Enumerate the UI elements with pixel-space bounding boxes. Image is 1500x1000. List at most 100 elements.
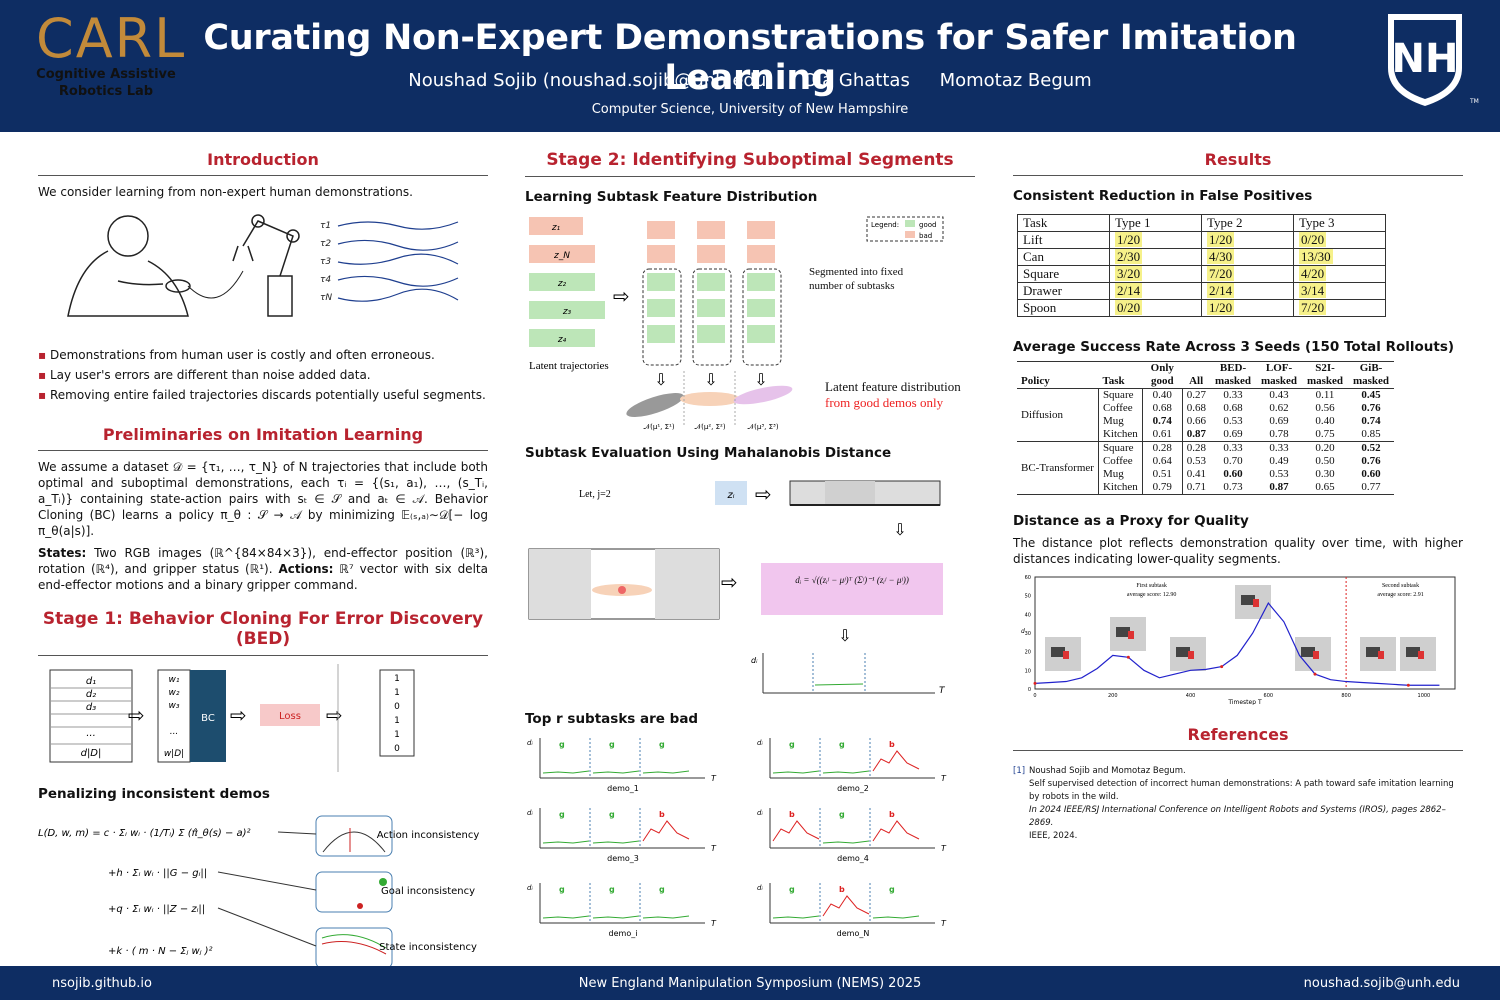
sr-value-cell: 0.77	[1361, 481, 1381, 493]
first-subtask-label: First subtask	[1136, 583, 1167, 589]
robot-arm-sketch	[232, 214, 300, 317]
data-point	[1033, 681, 1037, 685]
traj-label-4: τ4	[320, 275, 331, 285]
intro-illustration: τ1 τ2 τ3 τ4 τN	[67, 214, 459, 317]
robot-thumbnail	[1170, 637, 1206, 671]
logo-text: CARL	[36, 7, 187, 70]
sr-value-cell: 0.69	[1269, 415, 1289, 427]
mahalanobis-equation: dᵢ = √((zᵢʲ − μʲ)ᵀ (Σʲ)⁻¹ (zᵢʲ − μʲ))	[795, 575, 909, 585]
good-segment-line	[772, 770, 820, 774]
gaussian-2	[680, 392, 740, 406]
y-tick-label: 0	[1028, 687, 1031, 693]
fp-value-cell: 1/20	[1201, 299, 1294, 317]
good-tag: g	[659, 740, 665, 749]
out-value: 1	[394, 730, 400, 740]
fp-value: 2/14	[1207, 283, 1235, 298]
unh-letters: NH	[1392, 36, 1459, 82]
demo-panel: g g b Tdᵢ demo_3	[527, 808, 717, 863]
fp-value: 1/20	[1207, 232, 1235, 247]
fp-value-cell: 4/20	[1293, 265, 1386, 283]
bad-segment-line	[872, 820, 920, 842]
fp-value-cell: 1/20	[1201, 231, 1294, 249]
sr-value-cell: 0.45	[1361, 389, 1381, 401]
actions-text: ℝ⁷ vector with six delta end-effector mo…	[38, 562, 488, 592]
axis-t: T	[941, 919, 947, 928]
sr-value-cell: 0.11	[1315, 389, 1335, 401]
fp-row: Spoon 0/20 1/20 7/20	[1017, 299, 1386, 317]
segment-grid	[642, 221, 782, 366]
good-segment-line	[822, 840, 870, 844]
sr-value-cell: 0.30	[1315, 468, 1335, 480]
data-point	[1126, 655, 1130, 659]
footer-email-link[interactable]: noushad.sojib@unh.edu	[1303, 976, 1460, 991]
fp-value: 7/20	[1207, 266, 1235, 281]
column-left: Introduction We consider learning from n…	[38, 150, 488, 987]
arrow	[187, 270, 244, 299]
w-label: ...	[170, 727, 179, 737]
arrow-icon: ⇨	[230, 703, 247, 727]
footer-left-link[interactable]: nsojib.github.io	[52, 976, 152, 991]
good-segment-line	[822, 770, 870, 774]
fp-value-cell: 1/20	[1109, 231, 1202, 249]
sr-row: Kitchen 0.61 0.87 0.69 0.78 0.75 0.85	[1017, 428, 1394, 442]
sr-value-cell: 0.68	[1142, 402, 1183, 415]
intro-bullets: Demonstrations from human user is costly…	[38, 345, 488, 405]
latent-feature-text: Latent feature distribution from good de…	[825, 379, 975, 411]
affiliation: Computer Science, University of New Hamp…	[591, 102, 909, 117]
sr-header: Only good	[1142, 361, 1183, 389]
stage2-title: Stage 2: Identifying Suboptimal Segments	[525, 150, 975, 177]
sr-value-cell: 0.78	[1269, 428, 1289, 440]
fp-row: Can 2/30 4/30 13/30	[1017, 248, 1386, 266]
sr-header: Task	[1098, 361, 1143, 389]
fp-value-cell: 3/20	[1109, 265, 1202, 283]
robot-thumbnail	[1295, 637, 1331, 671]
bad-tag: b	[889, 740, 895, 749]
fp-row: Lift 1/20 1/20 0/20	[1017, 231, 1386, 249]
sr-value-cell: 0.71	[1186, 481, 1207, 493]
good-tag: g	[889, 885, 895, 894]
fp-value: 3/20	[1115, 266, 1143, 281]
good-segment-line	[542, 840, 590, 844]
legend-title: Legend:	[871, 221, 899, 229]
reference-entry: [1] Noushad Sojib and Momotaz Begum. Sel…	[1013, 765, 1463, 843]
bullet-item: Demonstrations from human user is costly…	[38, 345, 488, 365]
x-axis-label: Timestep T	[1227, 699, 1262, 705]
sr-value-cell: 0.69	[1223, 428, 1243, 440]
sr-policy-cell: BC-Transformer	[1017, 441, 1099, 495]
sr-value-cell: 0.20	[1315, 442, 1335, 454]
sr-task-cell: Mug	[1098, 468, 1143, 481]
fp-value-cell: 4/30	[1201, 248, 1294, 266]
d-label: ...	[86, 728, 96, 739]
demo-panel: g g g Tdᵢ demo_i	[527, 883, 717, 938]
fp-header-row: Task Type 1 Type 2 Type 3	[1017, 214, 1386, 232]
axis-t: T	[711, 919, 717, 928]
y-tick-label: 50	[1025, 594, 1031, 600]
sr-row: Coffee 0.68 0.68 0.68 0.62 0.56 0.76	[1017, 402, 1394, 415]
distance-line	[1034, 602, 1440, 686]
demo-label: demo_3	[607, 854, 639, 863]
axis-t: T	[941, 844, 947, 853]
good-tag: g	[559, 810, 565, 819]
sr-value-cell: 0.33	[1223, 389, 1243, 401]
authors: Noushad Sojib (noushad.sojib@unh.edu) Ol…	[200, 70, 1300, 91]
ref-line: IEEE, 2024.	[1029, 831, 1078, 841]
references-title: References	[1013, 725, 1463, 751]
intro-title: Introduction	[38, 150, 488, 176]
success-rate-table: Policy Task Only good All BED-masked LOF…	[1017, 361, 1395, 495]
fp-value: 13/30	[1299, 249, 1333, 264]
sr-task-cell: Square	[1098, 388, 1143, 402]
subtask-feature-diagram: z₁ z_N z₂ z₃ z₄ Latent trajectories ⇨ Le…	[529, 216, 975, 431]
gauss-label: 𝒩(μ³, Σ³)	[747, 423, 778, 431]
column-middle: Stage 2: Identifying Suboptimal Segments…	[525, 150, 975, 957]
ref-line: Noushad Sojib and Momotaz Begum.	[1029, 766, 1186, 776]
latent-label: z₄	[557, 335, 567, 345]
good-segment-line	[642, 770, 690, 774]
arrow-icon: ⇨	[613, 284, 630, 308]
fp-value: 1/20	[1115, 232, 1143, 247]
sr-value-cell: 0.49	[1269, 455, 1289, 467]
fp-value-cell: 13/30	[1293, 248, 1386, 266]
fp-value: 3/14	[1299, 283, 1327, 298]
sr-header-row: Policy Task Only good All BED-masked LOF…	[1017, 361, 1395, 389]
traj-label-n: τN	[320, 293, 332, 303]
